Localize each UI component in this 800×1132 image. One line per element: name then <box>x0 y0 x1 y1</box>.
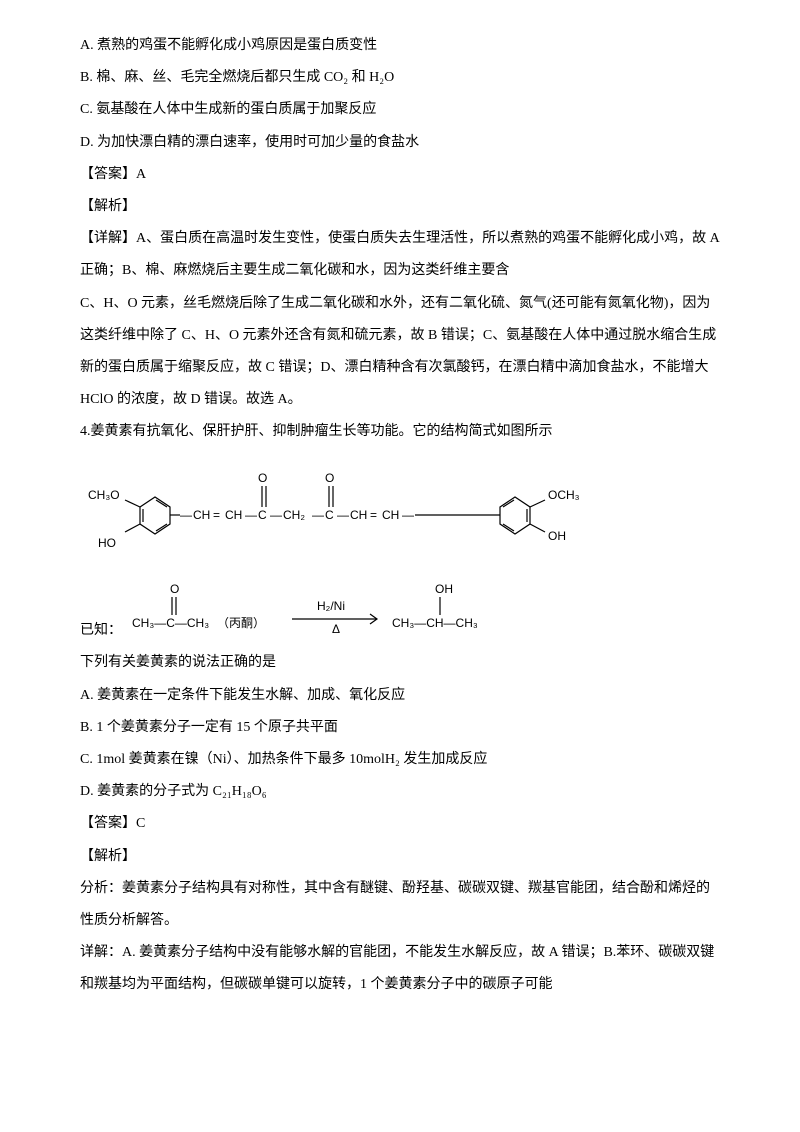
q4-opt-c: C. 1mol 姜黄素在镍（Ni）、加热条件下最多 10molH₂ 发生加成反应 <box>80 744 720 776</box>
answer: 【答案】A <box>80 159 720 191</box>
opt-a: A. 煮熟的鸡蛋不能孵化成小鸡原因是蛋白质变性 <box>80 30 720 62</box>
opt-c: C. 氨基酸在人体中生成新的蛋白质属于加聚反应 <box>80 94 720 126</box>
detail-2: C、H、O 元素，丝毛燃烧后除了生成二氧化碳和水外，还有二氧化硫、氮气(还可能有… <box>80 288 720 417</box>
svg-text:—: — <box>270 508 282 522</box>
lbl-ch3o-l: CH₃O <box>88 488 120 502</box>
svg-text:CH: CH <box>225 508 242 522</box>
lbl-oh-r: OH <box>548 529 566 543</box>
lbl-ho-l: HO <box>98 536 116 550</box>
svg-text:OH: OH <box>435 582 453 596</box>
q4-analysis-label: 【解析】 <box>80 841 720 873</box>
svg-text:CH: CH <box>193 508 210 522</box>
cond-delta: Δ <box>332 622 340 636</box>
svg-text:=: = <box>213 508 220 522</box>
opt-b: B. 棉、麻、丝、毛完全燃烧后都只生成 CO₂ 和 H₂O <box>80 62 720 94</box>
q4-opt-a: A. 姜黄素在一定条件下能发生水解、加成、氧化反应 <box>80 680 720 712</box>
svg-text:—: — <box>312 508 324 522</box>
svg-text:CH: CH <box>350 508 367 522</box>
q4-stem: 4.姜黄素有抗氧化、保肝护肝、抑制肿瘤生长等功能。它的结构简式如图所示 <box>80 416 720 448</box>
q4-analysis-1: 分析：姜黄素分子结构具有对称性，其中含有醚键、酚羟基、碳碳双键、羰基官能团，结合… <box>80 873 720 937</box>
svg-text:O: O <box>170 582 179 596</box>
q4-analysis-2: 详解：A. 姜黄素分子结构中没有能够水解的官能团，不能发生水解反应，故 A 错误… <box>80 937 720 1001</box>
detail-1: 【详解】A、蛋白质在高温时发生变性，使蛋白质失去生理活性，所以煮熟的鸡蛋不能孵化… <box>80 223 720 287</box>
svg-text:—: — <box>337 508 349 522</box>
opts-label: 下列有关姜黄素的说法正确的是 <box>80 647 720 679</box>
q4-opt-d: D. 姜黄素的分子式为 C₂₁H₁₈O₆ <box>80 776 720 808</box>
svg-text:CH₂: CH₂ <box>283 508 305 522</box>
svg-text:CH: CH <box>382 508 399 522</box>
svg-text:—: — <box>402 508 414 522</box>
acetone-label: （丙酮） <box>217 616 265 630</box>
q4-answer: 【答案】C <box>80 808 720 840</box>
analysis-label: 【解析】 <box>80 191 720 223</box>
svg-text:—: — <box>180 508 192 522</box>
known-prefix: 已知： <box>80 615 122 647</box>
curcumin-structure: CH₃O HO OCH₃ OH — CH = CH — C — CH₂ — C … <box>80 452 720 567</box>
svg-text:O: O <box>258 471 267 485</box>
svg-text:—: — <box>245 508 257 522</box>
svg-text:C: C <box>258 508 267 522</box>
lbl-och3-r: OCH₃ <box>548 488 580 502</box>
svg-text:CH₃—CH—CH₃: CH₃—CH—CH₃ <box>392 616 478 630</box>
opt-d: D. 为加快漂白精的漂白速率，使用时可加少量的食盐水 <box>80 127 720 159</box>
cond-h2ni: H₂/Ni <box>317 599 345 613</box>
svg-text:=: = <box>370 508 377 522</box>
svg-text:C: C <box>325 508 334 522</box>
svg-text:CH₃—C—CH₃: CH₃—C—CH₃ <box>132 616 209 630</box>
acetone-reaction: CH₃—C—CH₃ O （丙酮） H₂/Ni Δ CH₃—CH—CH₃ OH <box>122 575 542 643</box>
q4-opt-b: B. 1 个姜黄素分子一定有 15 个原子共平面 <box>80 712 720 744</box>
svg-text:O: O <box>325 471 334 485</box>
